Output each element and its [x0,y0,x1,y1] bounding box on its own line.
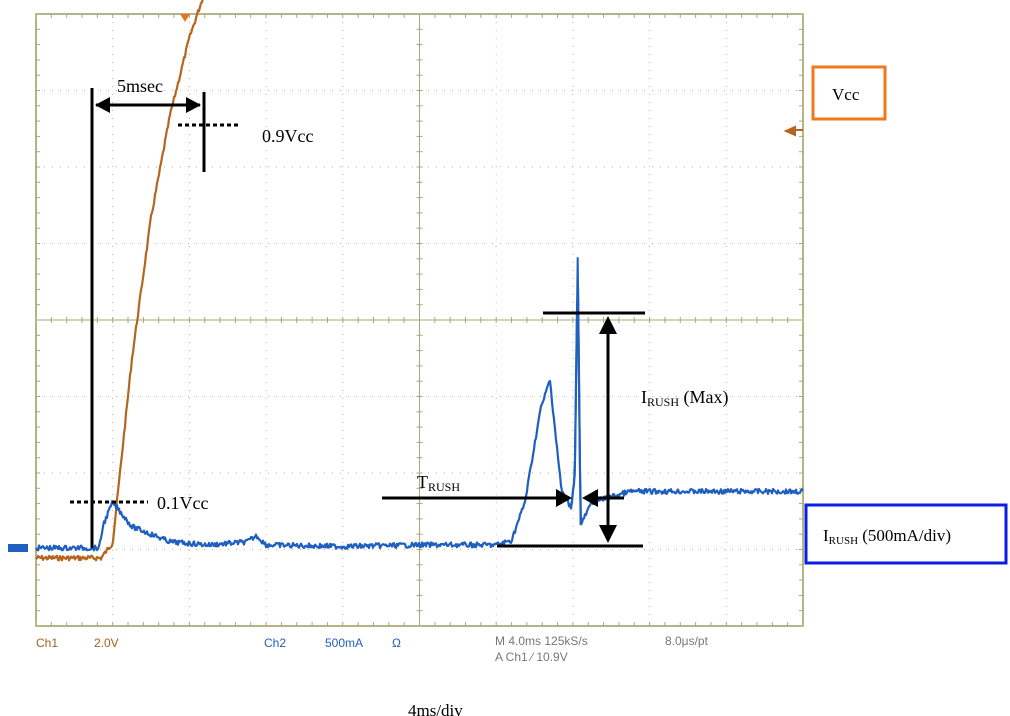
rise-time-label: 5msec [117,76,163,96]
annotations [70,88,645,548]
legend-irush-sub: RUSH [829,535,858,547]
t-rush-arrowhead-left [556,489,572,507]
scope-status-bar: Ch1 2.0V Ch2 500mA Ω M 4.0ms 125kS/s A C… [36,634,709,664]
legend-irush-label: IRUSH (500mA/div) [823,526,951,547]
legend-vcc-label: Vcc [832,85,860,104]
trigger-readout: A Ch1 ⁄ 10.9V [495,650,568,664]
irush-spike [570,257,582,526]
legend-irush-suffix: (500mA/div) [858,526,951,545]
i-rush-max-arrowhead-bottom [599,525,617,543]
ch1-label: Ch1 [36,636,58,650]
legend-vcc-box: Vcc [811,65,887,121]
t-rush-label-main: T [417,472,428,492]
t-rush-label: TRUSH [417,472,460,494]
rise-time-arrowhead-left [95,97,110,113]
v-low-label: 0.1Vcc [157,493,208,513]
t-rush-label-sub: RUSH [428,480,460,494]
irush-trace [35,286,804,552]
legend-irush-box: IRUSH (500mA/div) [804,503,1008,565]
resolution-readout: 8.0μs/pt [665,634,709,648]
t-rush-arrowhead-right [582,489,598,507]
ch2-coupling: Ω [392,636,401,650]
graticule-grid [35,13,804,627]
trigger-position-marker [180,14,190,22]
i-rush-max-label: IRUSH (Max) [641,387,729,409]
timebase-readout: M 4.0ms 125kS/s [495,634,588,648]
ch1-scale: 2.0V [94,636,119,650]
i-rush-max-arrowhead-top [599,316,617,334]
ch2-label: Ch2 [264,636,286,650]
v-high-label: 0.9Vcc [262,126,313,146]
ch2-scale: 500mA [325,636,363,650]
vcc-trace [35,0,204,562]
i-rush-max-main: I [641,387,647,407]
ch1-trigger-level-marker [783,125,803,137]
i-rush-max-suffix: (Max) [679,387,728,408]
legend-irush-main: I [823,526,829,545]
x-axis-label: 4ms/div [408,701,463,716]
i-rush-max-sub: RUSH [647,395,679,409]
rise-time-arrowhead-right [186,97,201,113]
traces [35,0,804,562]
ch2-ground-marker [8,544,28,552]
